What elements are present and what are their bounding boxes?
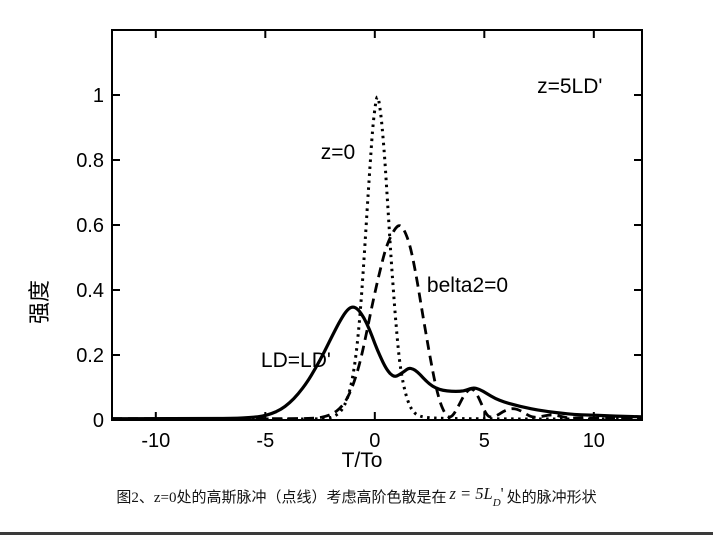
x-tick-label: 10 xyxy=(583,430,605,452)
curve-dashed xyxy=(112,224,642,421)
curve-annotations: z=5LD' z=0 belta2=0 LD=LD' xyxy=(261,75,602,372)
y-tick-label: 1 xyxy=(93,85,104,107)
curve-dotted xyxy=(112,95,642,421)
y-tick-label: 0.8 xyxy=(76,150,104,172)
axis-tick-labels: -10 -5 0 5 10 0 0.2 0.4 0.6 0.8 1 xyxy=(76,85,605,452)
pulse-curves xyxy=(111,95,643,421)
x-axis-label: T/To xyxy=(342,449,383,472)
annotation-label: LD=LD' xyxy=(261,349,331,372)
x-tick-label: 5 xyxy=(479,430,490,452)
caption-suffix: 处的脉冲形状 xyxy=(506,490,597,506)
y-tick-label: 0 xyxy=(93,410,104,432)
caption-prefix: 图2、z=0处的高斯脉冲（点线）考虑高阶色散是在 xyxy=(116,490,447,506)
caption-math-expression: z = 5LD' xyxy=(449,484,504,510)
figure-caption: 图2、z=0处的高斯脉冲（点线）考虑高阶色散是在 z = 5LD' 处的脉冲形状 xyxy=(0,484,713,510)
x-tick-label: -10 xyxy=(141,430,170,452)
annotation-label: z=0 xyxy=(321,141,355,164)
y-tick-label: 0.4 xyxy=(76,280,104,302)
y-axis-label: 强度 xyxy=(27,280,52,324)
x-tick-label: 0 xyxy=(369,430,380,452)
x-tick-label: -5 xyxy=(256,430,274,452)
annotation-label: belta2=0 xyxy=(427,274,508,297)
annotation-label: z=5LD' xyxy=(537,75,602,98)
y-tick-label: 0.2 xyxy=(76,345,104,367)
y-tick-label: 0.6 xyxy=(76,215,104,237)
bottom-divider xyxy=(0,532,713,535)
curve-solid xyxy=(111,305,643,421)
